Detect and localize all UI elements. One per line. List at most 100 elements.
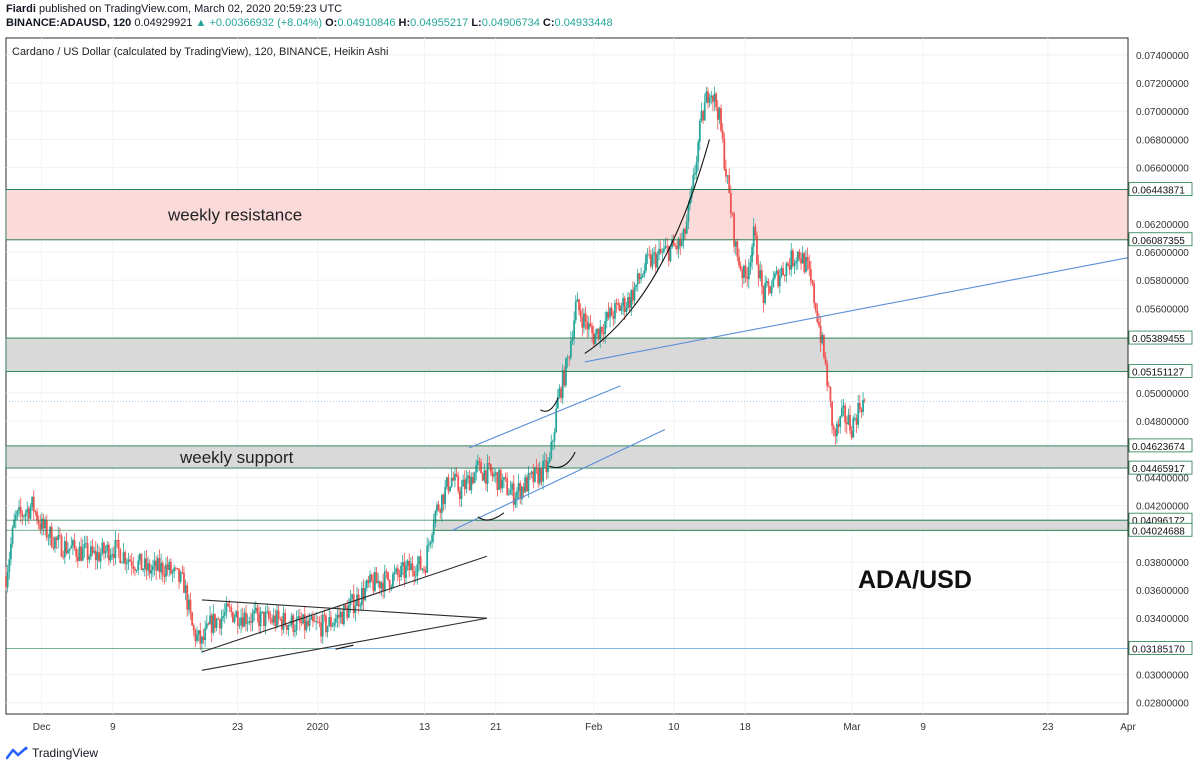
- candle-body: [666, 246, 669, 247]
- candle-body: [654, 252, 657, 268]
- candle-body: [204, 628, 207, 640]
- price-level-tag: [1128, 232, 1193, 247]
- candle-body: [19, 506, 22, 514]
- candle-body: [470, 477, 473, 491]
- candle-body: [545, 460, 548, 473]
- candle-body: [325, 615, 327, 633]
- candle-body: [762, 286, 765, 303]
- candle-body: [171, 571, 174, 574]
- candle-body: [491, 472, 494, 477]
- candle-body: [263, 611, 265, 627]
- candle-body: [303, 614, 306, 631]
- candle-body: [512, 483, 515, 505]
- candle-body: [752, 226, 755, 247]
- candle-body: [630, 290, 633, 308]
- y-tick-label: 0.03000000: [1136, 671, 1189, 682]
- candle-body: [333, 622, 336, 626]
- candle-body: [553, 431, 556, 441]
- candle-body: [795, 261, 798, 264]
- candle-body: [548, 458, 551, 462]
- candle-body: [583, 313, 585, 328]
- candle-body: [96, 552, 99, 561]
- candle-body: [832, 425, 835, 430]
- price-level-tag: [1128, 182, 1193, 196]
- candle-body: [759, 270, 762, 279]
- candle-body: [351, 594, 353, 599]
- candle-body: [424, 570, 427, 573]
- candle-body: [731, 213, 734, 215]
- candle-body: [423, 568, 425, 571]
- candle-body: [201, 636, 203, 644]
- candle-body: [432, 523, 435, 535]
- candle-body: [134, 568, 136, 571]
- weekly-support-label: weekly support: [179, 448, 294, 467]
- candle-body: [202, 636, 205, 640]
- candle-body: [739, 265, 742, 270]
- candle-body: [83, 544, 86, 549]
- low-label: L:: [471, 17, 482, 29]
- candle-body: [11, 527, 14, 545]
- symbol-label: BINANCE:ADAUSD, 120: [6, 17, 132, 29]
- candle-body: [676, 245, 678, 250]
- candle-body: [452, 477, 455, 481]
- tradingview-brand-text[interactable]: TradingView: [32, 746, 99, 760]
- candle-body: [228, 606, 231, 608]
- candle-body: [645, 254, 647, 271]
- candle-body: [205, 623, 208, 629]
- candle-body: [664, 246, 667, 249]
- candle-body: [156, 558, 159, 571]
- candle-body: [76, 556, 79, 561]
- publisher-name[interactable]: Fiardi: [6, 3, 36, 15]
- candle-body: [809, 269, 812, 281]
- candle-body: [774, 273, 776, 278]
- candle-body: [550, 441, 553, 459]
- candle-body: [413, 571, 416, 577]
- candle-body: [233, 617, 236, 623]
- candle-body: [282, 612, 285, 630]
- candle-body: [14, 514, 17, 520]
- candle-body: [694, 173, 696, 175]
- candle-body: [710, 95, 713, 98]
- candle-body: [382, 582, 385, 592]
- y-tick-label: 0.07000000: [1136, 107, 1189, 118]
- candle-body: [196, 634, 198, 641]
- candle-body: [343, 605, 345, 625]
- candle-body: [398, 574, 401, 578]
- candle-body: [798, 251, 801, 259]
- candle-body: [16, 510, 19, 515]
- candle-body: [169, 561, 172, 574]
- candle-body: [498, 469, 500, 490]
- candle-body: [674, 245, 677, 247]
- triangle-upper-line: [201, 599, 487, 619]
- candle-body: [576, 299, 579, 302]
- y-tick-label: 0.06600000: [1136, 164, 1189, 175]
- candle-body: [107, 544, 110, 561]
- candle-body: [37, 520, 40, 524]
- candle-body: [775, 270, 778, 274]
- candle-body: [439, 509, 442, 513]
- candle-body: [336, 614, 339, 619]
- candle-body: [189, 599, 192, 613]
- candle-body: [769, 286, 771, 294]
- candle-body: [290, 615, 293, 625]
- candle-body: [45, 520, 48, 538]
- candle-body: [421, 568, 424, 570]
- candle-body: [788, 265, 791, 270]
- candle-body: [276, 610, 278, 626]
- zone-grey: [433, 519, 1129, 531]
- candle-body: [297, 616, 300, 619]
- candle-body: [50, 526, 53, 547]
- candle-body: [55, 537, 58, 541]
- candle-body: [476, 461, 479, 466]
- candle-body: [669, 247, 672, 262]
- candle-body: [684, 229, 687, 234]
- candle-body: [127, 559, 130, 563]
- candle-body: [552, 440, 554, 442]
- candle-body: [519, 483, 522, 500]
- candle-body: [465, 478, 468, 490]
- candle-body: [280, 619, 283, 630]
- candle-body: [517, 483, 520, 492]
- candle-body: [145, 558, 148, 571]
- candle-body: [734, 241, 737, 247]
